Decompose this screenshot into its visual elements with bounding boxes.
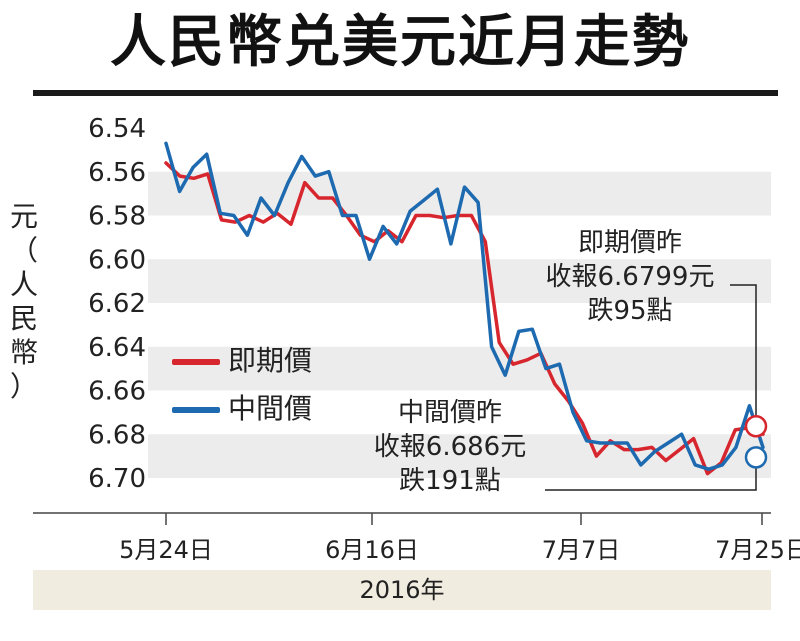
series-line-spot	[164, 161, 765, 476]
y-axis-label-char: 幣	[9, 336, 38, 369]
x-tick-label: 5月24日	[119, 536, 213, 564]
y-tick-label: 6.62	[88, 289, 146, 319]
y-axis-label-char: （	[9, 234, 38, 267]
annotation-spot-line: 即期價昨	[577, 228, 682, 258]
x-axis-year-label: 2016年	[359, 576, 445, 604]
end-marker-central	[744, 446, 768, 469]
chart-title: 人民幣兑美元近月走勢	[110, 9, 690, 75]
legend-item-spot: 即期價	[172, 344, 312, 378]
legend-label-spot: 即期價	[228, 344, 313, 377]
y-tick-label: 6.56	[88, 158, 146, 188]
leader-central	[545, 467, 757, 491]
annotation-spot: 即期價昨 收報6.6799元 跌95點	[500, 226, 760, 328]
annotation-spot-line: 收報6.6799元	[545, 262, 715, 292]
legend-label-central: 中間價	[228, 392, 313, 425]
y-tick-label: 6.68	[88, 420, 146, 450]
annotation-central: 中間價昨 收報6.686元 跌191點	[340, 396, 560, 498]
y-axis-label: 元（人民幣）	[4, 200, 44, 404]
y-tick-label: 6.66	[88, 377, 146, 407]
annotation-leaders	[545, 284, 757, 491]
y-axis-label-char: 人	[9, 268, 38, 301]
annotation-central-line: 中間價昨	[397, 398, 502, 428]
annotation-central-line: 跌191點	[399, 466, 501, 496]
legend-swatch-central	[172, 407, 220, 413]
year-band	[33, 570, 771, 610]
end-marker-spot	[744, 415, 768, 438]
y-axis-label-char: ）	[9, 370, 38, 403]
leader-spot	[730, 284, 757, 417]
annotation-spot-line: 跌95點	[587, 296, 673, 326]
legend-swatch-spot	[172, 359, 220, 365]
y-tick-label: 6.58	[88, 202, 146, 232]
title-rule	[33, 90, 778, 96]
y-axis-label-char: 民	[9, 302, 38, 335]
y-tick-label: 6.64	[88, 333, 146, 363]
y-tick-label: 6.54	[88, 114, 146, 144]
annotation-central-line: 收報6.686元	[373, 432, 527, 462]
y-tick-labels: 6.54 6.56 6.58 6.60 6.62 6.64 6.66 6.68 6.70	[88, 114, 146, 494]
x-tick-label: 7月7日	[542, 536, 621, 564]
x-tick-label: 6月16日	[325, 536, 419, 564]
end-markers	[744, 415, 768, 469]
y-tick-label: 6.60	[88, 245, 146, 275]
x-tick-marks	[165, 513, 763, 525]
grid-band	[148, 346, 771, 391]
legend-item-central: 中間價	[172, 392, 312, 426]
grid-band	[148, 259, 771, 303]
series-line-central	[164, 141, 765, 471]
y-axis-label-char: 元	[9, 200, 38, 233]
series-lines	[164, 141, 765, 476]
x-tick-labels: 5月24日 6月16日 7月7日 7月25日	[119, 536, 800, 564]
x-tick-label: 7月25日	[715, 536, 800, 564]
y-tick-label: 6.70	[88, 464, 146, 494]
